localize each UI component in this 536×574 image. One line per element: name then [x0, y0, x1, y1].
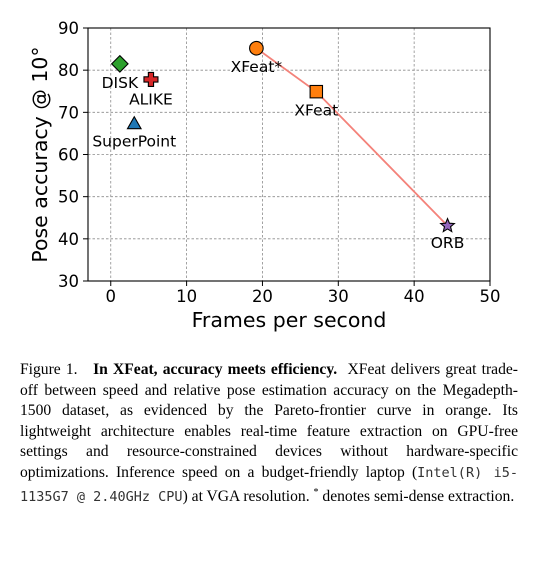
x-tick-label: 30: [328, 287, 349, 306]
orb-label: ORB: [431, 234, 465, 252]
x-tick-label: 10: [176, 287, 197, 306]
data-markers: [110, 40, 456, 233]
x-tick-label: 20: [252, 287, 273, 306]
xfeat-marker: [249, 40, 264, 56]
caption-star: *: [313, 487, 319, 498]
y-tick-label: 70: [58, 103, 79, 122]
grid-lines: [88, 28, 490, 281]
pareto-frontier-line: [255, 47, 449, 227]
superpoint-marker: [126, 115, 143, 130]
xfeat-label: XFeat*: [231, 58, 283, 76]
pareto-frontier-polyline: [255, 47, 449, 227]
x-tick-label: 40: [404, 287, 425, 306]
axis-ticks: 0 10 20 30 40 50 30 40 50 60 70 80 90: [58, 19, 501, 306]
x-tick-label: 50: [480, 287, 501, 306]
y-tick-label: 40: [58, 230, 79, 249]
y-tick-label: 60: [58, 146, 79, 165]
figure-label: Figure 1.: [20, 361, 78, 378]
y-axis-label: Pose accuracy @ 10°: [28, 46, 52, 262]
superpoint-label: SuperPoint: [92, 133, 176, 151]
x-tick-label: 0: [106, 287, 117, 306]
disk-label: DISK: [102, 74, 139, 92]
xfeat-marker: [309, 84, 324, 99]
disk-marker: [110, 54, 129, 73]
caption-body-3: denotes semi-dense extraction.: [318, 488, 515, 506]
caption-cpu: Intel(R) i5-1135G7 @ 2.40GHz CPU: [20, 464, 518, 506]
alike-label: ALIKE: [129, 90, 173, 108]
caption-body-2: ) at VGA resolution.: [182, 488, 314, 506]
caption-title: In XFeat, accuracy meets efficiency.: [93, 361, 338, 378]
y-tick-label: 50: [58, 188, 79, 207]
y-tick-label: 80: [58, 61, 79, 80]
figure-caption: Figure 1. In XFeat, accuracy meets effic…: [20, 360, 518, 508]
x-axis-label: Frames per second: [192, 308, 387, 332]
y-tick-label: 30: [58, 272, 79, 291]
xfeat-label: XFeat: [294, 102, 338, 120]
alike-marker: [143, 71, 159, 87]
orb-marker: [439, 217, 456, 233]
y-tick-label: 90: [58, 19, 79, 38]
caption-body-1: XFeat delivers great trade-off between s…: [20, 361, 519, 481]
